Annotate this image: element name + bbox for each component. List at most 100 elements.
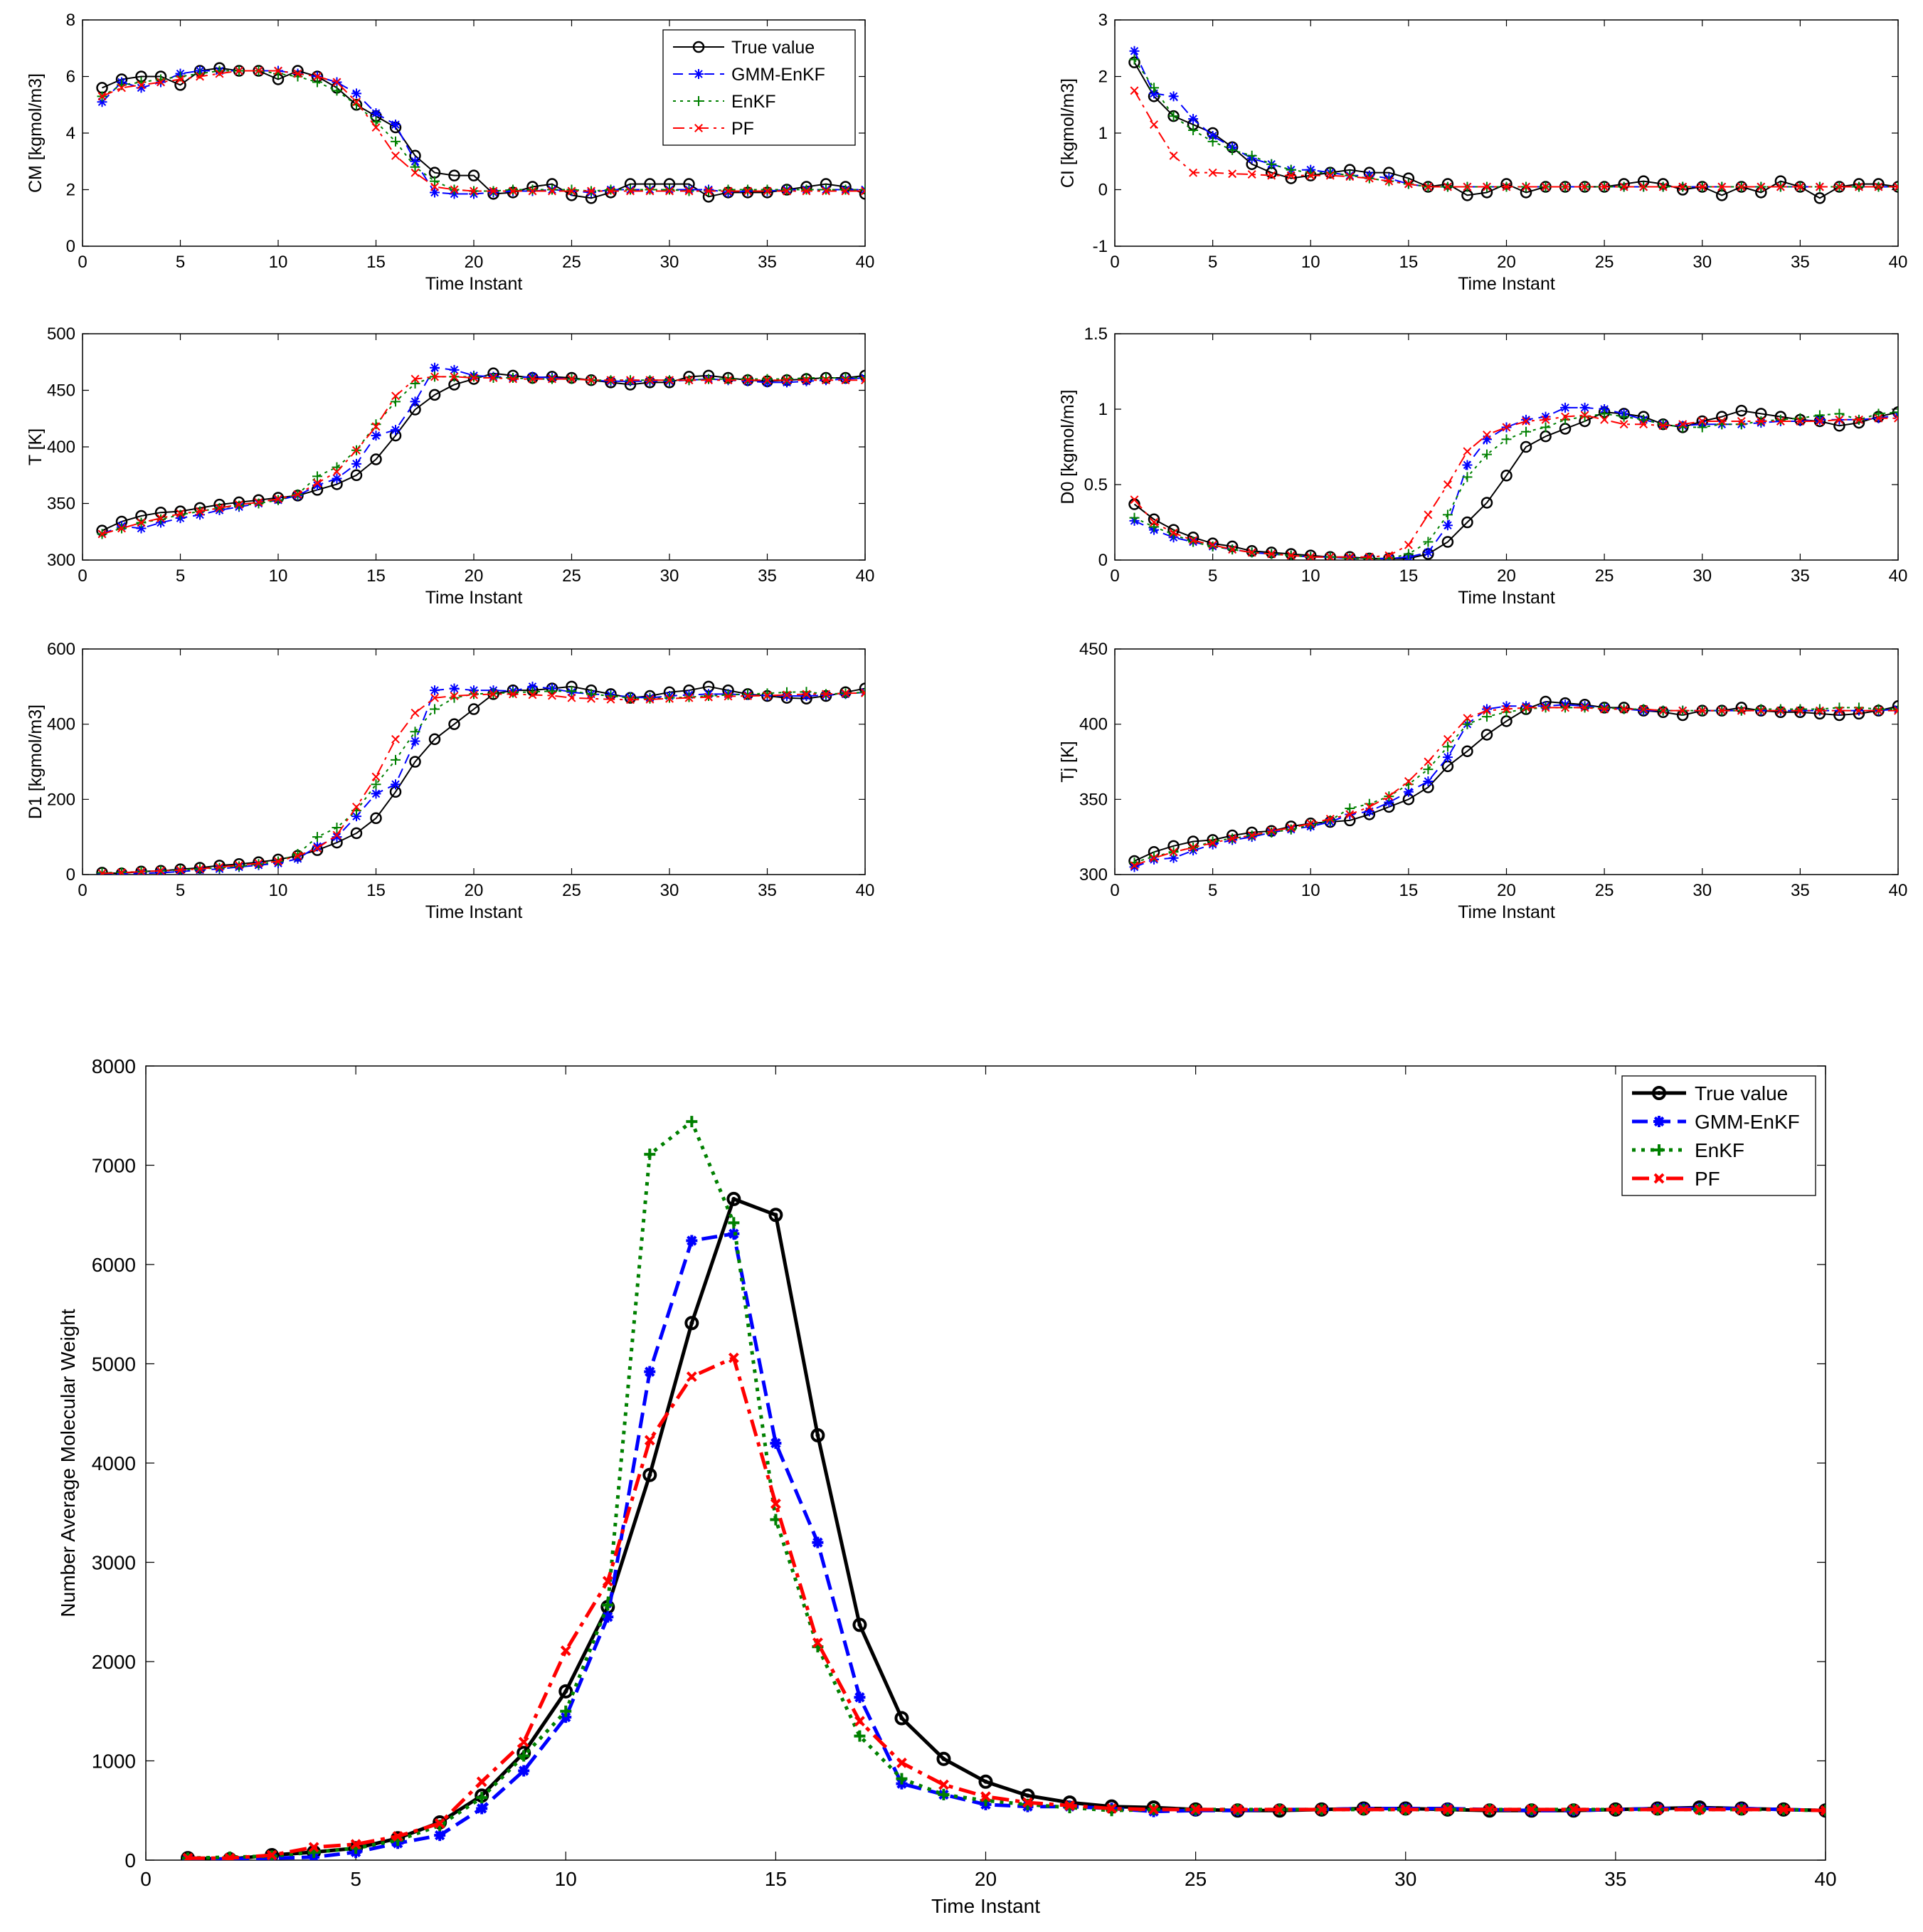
x-tick-label: 35 (758, 253, 777, 272)
data-point-enkf (1638, 414, 1649, 425)
x-tick-label: 25 (1595, 566, 1614, 586)
data-point-enkf (1246, 150, 1257, 161)
data-point-pf (313, 478, 322, 487)
legend-marker-pf (694, 124, 703, 132)
data-point-pf (548, 691, 556, 700)
data-point-pf (1619, 420, 1628, 429)
data-point-gmm (371, 108, 381, 119)
data-point-pf (1483, 706, 1491, 715)
data-point-enkf (664, 184, 674, 195)
data-point-gmm (371, 788, 381, 799)
data-point-pf (1306, 552, 1315, 560)
data-point-pf (117, 524, 126, 533)
data-point-pf (1169, 848, 1178, 857)
data-point-pf (182, 1852, 194, 1860)
data-point-pf (567, 186, 576, 196)
y-tick-label: 450 (1079, 640, 1108, 659)
data-point-pf (254, 859, 263, 868)
chart-cm: 0 5 10 15 20 25 30 35 40 0 2 4 6 8 Time Instant CM [kgm… (26, 11, 874, 294)
data-point-pf (822, 376, 830, 385)
data-point-gmm (351, 458, 361, 469)
x-tick-label: 40 (1814, 1868, 1836, 1890)
data-point-gmm (560, 1711, 572, 1724)
data-point-pf (1874, 182, 1883, 191)
data-point-gmm (391, 779, 401, 790)
data-point-pf (410, 708, 420, 717)
data-point-pf (528, 690, 537, 700)
data-point-enkf (1658, 419, 1668, 430)
plot-area-ci (1114, 19, 1899, 247)
data-point-pf (1306, 171, 1315, 180)
data-point-true (726, 1191, 741, 1206)
data-point-pf (157, 78, 165, 87)
x-tick-label: 20 (465, 881, 484, 900)
data-point-pf (822, 186, 830, 196)
data-point-pf (1345, 552, 1355, 560)
x-tick-label: 20 (1497, 881, 1516, 900)
data-point-gmm (430, 362, 440, 373)
data-point-gmm (430, 187, 440, 198)
data-point-pf (783, 690, 791, 700)
x-tick-label: 20 (975, 1868, 997, 1890)
data-point-pf (1345, 810, 1355, 819)
x-tick-label: 25 (562, 881, 581, 900)
legend-label: PF (731, 119, 754, 139)
data-point-pf (117, 868, 126, 875)
data-point-true (1735, 404, 1748, 417)
y-tick-label: 0 (125, 1849, 136, 1872)
data-point-pf (841, 376, 850, 385)
data-point-pf (1894, 182, 1898, 191)
data-point-enkf (508, 373, 518, 384)
chart-tj: 0 5 10 15 20 25 30 35 40 300 350 400 450 Time Instant… (1058, 640, 1907, 922)
data-point-pf (1228, 545, 1237, 554)
data-point-enkf (1286, 164, 1296, 175)
data-point-pf (235, 860, 243, 870)
data-point-pf (1384, 792, 1394, 801)
y-tick-label: 4000 (92, 1452, 136, 1474)
data-point-pf (1384, 176, 1394, 186)
x-tick-label: 5 (1208, 253, 1217, 272)
data-point-enkf (1403, 549, 1414, 559)
data-point-pf (1208, 168, 1217, 177)
data-point-pf (626, 695, 635, 704)
x-axis-label: Time Instant (425, 274, 523, 294)
data-point-enkf (371, 419, 381, 430)
data-point-pf (1316, 1804, 1328, 1815)
data-point-enkf (1521, 704, 1532, 714)
data-point-true (768, 1208, 783, 1223)
data-point-pf (861, 376, 865, 385)
x-tick-label: 5 (350, 1868, 361, 1890)
data-point-pf (1150, 853, 1159, 862)
x-tick-label: 20 (465, 566, 484, 586)
y-axis-label: CM [kgmol/m3] (26, 73, 46, 193)
data-point-enkf (743, 689, 753, 700)
legend-label: PF (1695, 1168, 1720, 1190)
data-point-pf (1796, 706, 1805, 715)
x-tick-label: 5 (176, 566, 185, 586)
x-tick-label: 30 (660, 566, 679, 586)
legend-label: True value (731, 38, 815, 58)
data-point-pf (518, 1736, 529, 1748)
data-point-gmm (410, 156, 420, 167)
data-point-enkf (1814, 704, 1825, 714)
data-point-pf (1658, 706, 1668, 715)
data-point-enkf (332, 85, 342, 96)
data-point-pf (1130, 86, 1139, 95)
data-point-pf (560, 1645, 571, 1657)
legend-marker-gmm (694, 69, 704, 79)
x-tick-label: 30 (1692, 253, 1712, 272)
data-point-pf (822, 690, 830, 699)
data-point-pf (410, 168, 420, 177)
legend-marker-enkf (1653, 1144, 1665, 1156)
x-tick-label: 10 (269, 881, 288, 900)
data-point-enkf (1481, 449, 1492, 460)
data-point-pf (743, 186, 752, 196)
data-point-pf (743, 692, 752, 700)
data-point-gmm (351, 811, 361, 822)
data-point-pf (1815, 182, 1824, 191)
data-point-enkf (762, 688, 773, 699)
data-point-pf (1190, 1804, 1202, 1815)
chart-mw: 0 5 10 15 20 25 30 35 40 0 1000 2000 3000 4000 5000 600… (57, 1055, 1837, 1917)
y-tick-label: 0.5 (1084, 475, 1108, 495)
data-point-pf (1776, 182, 1785, 191)
